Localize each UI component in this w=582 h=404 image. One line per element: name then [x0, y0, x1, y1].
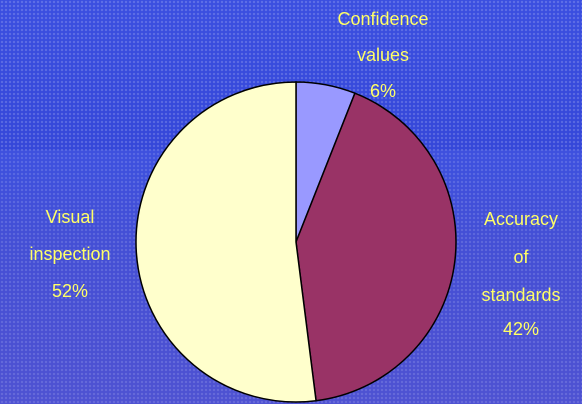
slice-label-line: Visual: [46, 207, 95, 227]
slice-label: Visual inspection: [29, 207, 110, 264]
slice-label-line: of: [513, 247, 529, 267]
slice-label-line: values: [357, 45, 409, 65]
slice-label-line: Confidence: [337, 9, 428, 29]
slice-value-label: 6%: [370, 81, 396, 101]
slice-value-label: 42%: [503, 319, 539, 339]
slice-label-line: Accuracy: [484, 209, 558, 229]
slice-label-line: inspection: [29, 244, 110, 264]
pie-slice: [135, 81, 317, 403]
pie-slice: [295, 92, 457, 402]
slice-value-label: 52%: [52, 281, 88, 301]
slice-label: Accuracy of standards: [481, 209, 560, 305]
slice-label-line: standards: [481, 285, 560, 305]
slice-label: Confidence values: [337, 9, 428, 65]
